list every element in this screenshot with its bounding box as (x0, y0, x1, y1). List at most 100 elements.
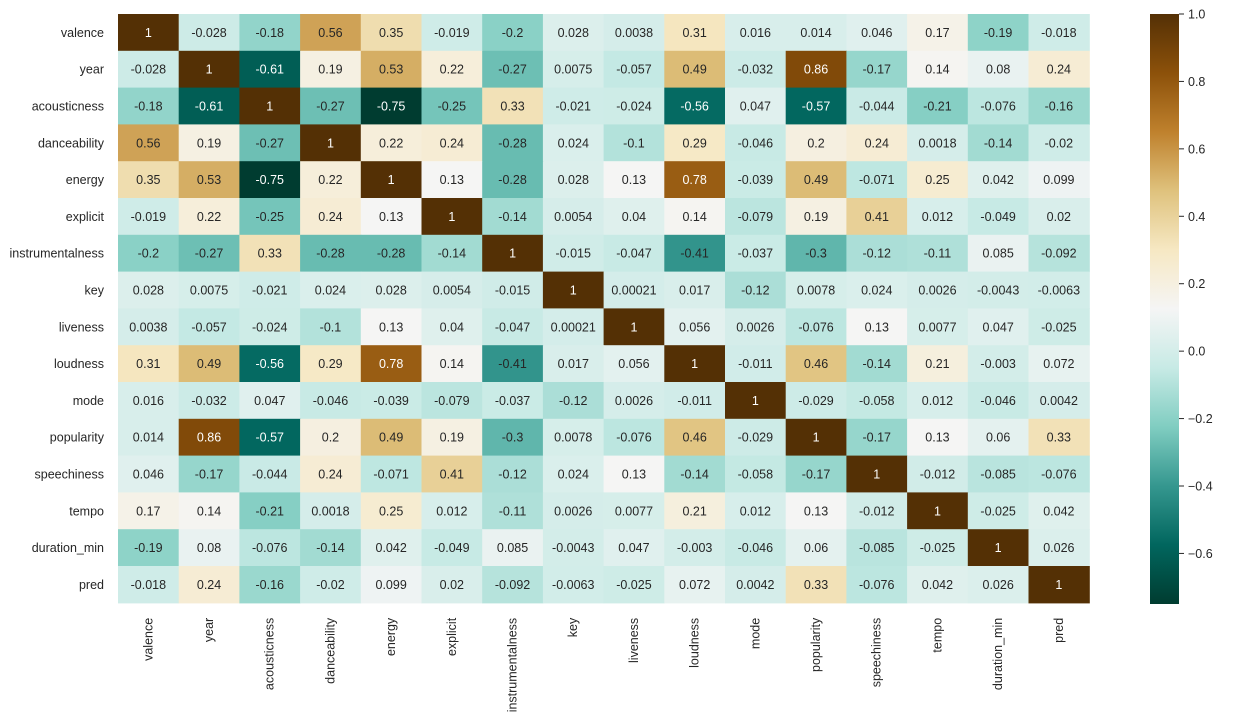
cell-annotation: -0.058 (859, 394, 894, 408)
heatmap-cell (360, 198, 423, 236)
cell-annotation: -0.14 (498, 210, 527, 224)
cell-annotation: 0.028 (558, 26, 589, 40)
heatmap-cell (846, 161, 908, 199)
cell-annotation: 0.014 (800, 26, 831, 40)
cell-annotation: -0.012 (920, 468, 955, 482)
heatmap-cell (239, 50, 301, 89)
heatmap-cell (482, 529, 544, 567)
heatmap-cell (907, 87, 969, 125)
heatmap-cell (603, 345, 665, 383)
cell-annotation: 0.17 (136, 504, 160, 518)
heatmap-cell (603, 308, 665, 346)
heatmap-cell (239, 345, 301, 383)
y-tick-label: pred (79, 578, 104, 592)
y-tick-label: energy (66, 173, 105, 187)
cell-annotation: 0.86 (197, 431, 221, 445)
cell-annotation: -0.0063 (552, 578, 594, 592)
cell-annotation: 0.0042 (1040, 394, 1078, 408)
cell-annotation: 1 (509, 247, 516, 261)
cell-annotation: 0.22 (318, 173, 342, 187)
heatmap-cell (178, 271, 240, 309)
cell-annotation: -0.19 (984, 26, 1013, 40)
y-tick-label: speechiness (35, 468, 105, 482)
cell-annotation: 0.042 (922, 578, 953, 592)
cell-annotation: -0.02 (1045, 136, 1074, 150)
cell-annotation: 0.099 (376, 578, 407, 592)
x-tick-label: tempo (930, 618, 944, 653)
x-tick-label: year (202, 618, 216, 642)
cell-annotation: 0.13 (622, 468, 646, 482)
heatmap-cell (239, 529, 301, 567)
cell-annotation: 0.13 (925, 431, 949, 445)
cell-annotation: 0.046 (861, 26, 892, 40)
heatmap-cell (603, 161, 665, 199)
heatmap-cell (664, 87, 726, 125)
cell-annotation: 0.21 (925, 357, 949, 371)
heatmap-cell (846, 418, 908, 457)
heatmap-cell (785, 529, 847, 567)
heatmap-cell (360, 382, 423, 420)
cell-annotation: 0.026 (983, 578, 1014, 592)
heatmap-cell (239, 14, 301, 52)
heatmap-cell (239, 124, 301, 162)
cell-annotation: 0.29 (682, 136, 706, 150)
cell-annotation: -0.044 (252, 468, 287, 482)
heatmap-cell (178, 14, 240, 52)
heatmap-cell (603, 382, 665, 420)
cell-annotation: -0.076 (980, 100, 1015, 114)
x-tick-label: duration_min (991, 618, 1005, 690)
heatmap-cell (542, 50, 605, 89)
cell-annotation: 0.13 (379, 210, 403, 224)
heatmap-cell (239, 308, 301, 346)
cell-annotation: 0.046 (133, 468, 164, 482)
cell-annotation: -0.21 (923, 100, 952, 114)
heatmap-cell (239, 271, 301, 309)
cell-annotation: 0.46 (682, 431, 706, 445)
heatmap-cell (907, 345, 969, 383)
heatmap-cell (967, 308, 1030, 346)
cell-annotation: 0.14 (682, 210, 706, 224)
heatmap-cell (603, 50, 665, 89)
heatmap-cell (785, 87, 847, 125)
heatmap-cell (725, 455, 787, 493)
cell-annotation: 1 (1055, 578, 1062, 592)
heatmap-cell (421, 492, 483, 530)
cell-annotation: -0.057 (191, 320, 226, 334)
heatmap-cell (785, 345, 847, 383)
cell-annotation: -0.17 (863, 431, 892, 445)
colorbar-tick-label: −0.2 (1188, 412, 1213, 426)
cell-annotation: -0.011 (738, 357, 773, 371)
heatmap-cell (967, 124, 1030, 162)
cell-annotation: 1 (266, 100, 273, 114)
colorbar-tick-label: 0.4 (1188, 210, 1205, 224)
cell-annotation: 0.0026 (615, 394, 653, 408)
cell-annotation: 0.085 (983, 247, 1014, 261)
heatmap-cell (118, 50, 180, 89)
y-tick-label: mode (73, 394, 104, 408)
heatmap-cell (118, 492, 180, 530)
heatmap-cell (178, 529, 240, 567)
cell-annotation: 0.00021 (611, 284, 656, 298)
cell-annotation: -0.14 (680, 468, 709, 482)
heatmap-cell (421, 124, 483, 162)
cell-annotation: -0.14 (316, 541, 345, 555)
cell-annotation: -0.021 (556, 100, 591, 114)
heatmap-cell (907, 14, 969, 52)
cell-annotation: 0.14 (197, 504, 221, 518)
heatmap-cell (542, 529, 605, 567)
cell-annotation: 1 (206, 63, 213, 77)
cell-annotation: 1 (813, 431, 820, 445)
cell-annotation: -0.57 (256, 431, 285, 445)
heatmap-cell (542, 87, 605, 125)
heatmap-cell (482, 124, 544, 162)
cell-annotation: -0.028 (131, 63, 166, 77)
y-tick-label: instrumentalness (10, 247, 105, 261)
cell-annotation: -0.071 (859, 173, 894, 187)
cell-annotation: 0.024 (861, 284, 892, 298)
heatmap-cell (178, 566, 240, 604)
heatmap-cell (300, 271, 362, 309)
heatmap-cell (300, 455, 362, 493)
cell-annotation: -0.025 (616, 578, 651, 592)
x-tick-label: key (566, 617, 580, 637)
cell-annotation: -0.071 (373, 468, 408, 482)
